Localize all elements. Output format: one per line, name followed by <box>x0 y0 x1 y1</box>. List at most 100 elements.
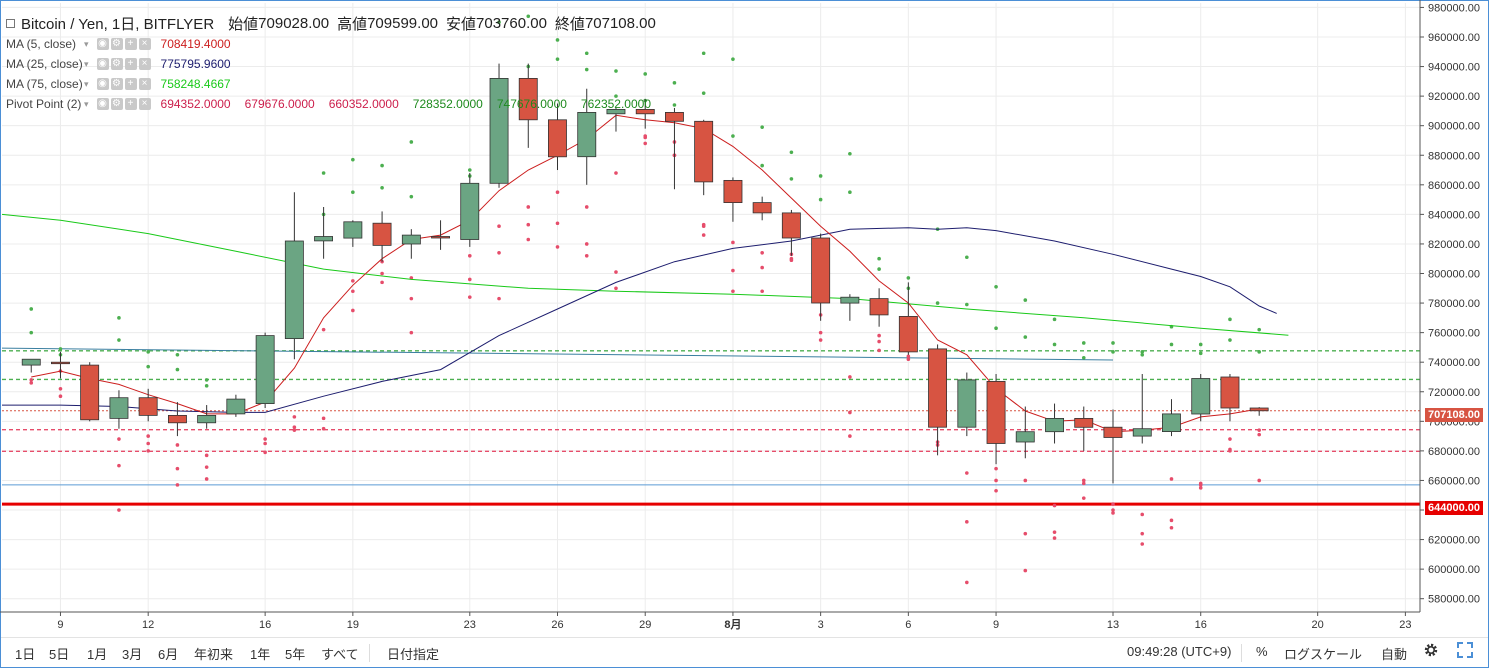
time-tick-label: 6 <box>905 619 911 631</box>
indicator-row[interactable]: MA (75, close) ▾ ◉ ⚙ + × 758248.4667 <box>6 74 665 94</box>
pivot-dot <box>1052 317 1057 322</box>
symbol-title[interactable]: Bitcoin / Yen, 1日, BITFLYER <box>21 15 215 33</box>
pivot-dot <box>497 224 501 229</box>
indicator-row[interactable]: MA (5, close) ▾ ◉ ⚙ + × 708419.4000 <box>6 34 665 54</box>
candle-up <box>1015 431 1035 443</box>
last-price-label: 707108.00 <box>1425 408 1483 422</box>
pivot-dot <box>351 289 355 294</box>
pivot-dot <box>789 177 794 181</box>
plus-icon[interactable]: + <box>124 78 137 90</box>
candle-down <box>694 120 714 183</box>
indicator-name[interactable]: MA (5, close) <box>6 37 77 51</box>
close-icon[interactable]: × <box>138 38 151 50</box>
range-all-button[interactable]: すべて <box>321 647 359 662</box>
range-1y-button[interactable]: 1年 <box>250 647 271 662</box>
close-icon[interactable]: × <box>138 58 151 70</box>
pivot-dot <box>1169 477 1174 481</box>
pivot-dot <box>117 463 121 468</box>
price-tick-label: 940000.00 <box>1428 62 1480 74</box>
dropdown-arrow-icon[interactable]: ▾ <box>84 38 89 49</box>
range-1m-button[interactable]: 1月 <box>87 647 108 662</box>
candle-down <box>665 112 684 122</box>
pivot-dot <box>1111 508 1115 512</box>
dropdown-arrow-icon[interactable]: ▾ <box>84 58 89 69</box>
range-1d-button[interactable]: 1日 <box>15 647 36 662</box>
price-tick-label: 660000.00 <box>1428 475 1480 487</box>
price-tick-label: 720000.00 <box>1428 387 1480 399</box>
range-6m-button[interactable]: 6月 <box>158 647 179 662</box>
symbol-header: Bitcoin / Yen, 1日, BITFLYER 始値 709028.00 … <box>6 12 665 34</box>
pivot-dot <box>1081 478 1086 483</box>
date-range-button[interactable]: 日付指定 <box>387 647 440 662</box>
candle-down <box>898 315 918 353</box>
collapse-icon[interactable] <box>6 18 15 28</box>
price-tick-label: 680000.00 <box>1428 446 1480 458</box>
close-icon[interactable]: × <box>138 98 151 110</box>
indicator-name[interactable]: MA (75, close) <box>6 77 83 91</box>
pivot-dot <box>731 240 735 245</box>
indicator-name[interactable]: MA (25, close) <box>6 57 83 71</box>
pivot-dot <box>58 386 63 391</box>
eye-icon[interactable]: ◉ <box>96 78 109 90</box>
range-3m-button[interactable]: 3月 <box>122 647 143 662</box>
gear-icon[interactable]: ⚙ <box>110 98 123 110</box>
eye-icon[interactable]: ◉ <box>96 98 109 110</box>
dropdown-arrow-icon[interactable]: ▾ <box>84 98 89 109</box>
range-5y-button[interactable]: 5年 <box>285 647 306 662</box>
gear-icon[interactable]: ⚙ <box>110 38 123 50</box>
time-tick-label: 26 <box>551 619 563 631</box>
plus-icon[interactable]: + <box>124 38 137 50</box>
pivot-dot <box>555 38 560 42</box>
plus-icon[interactable]: + <box>124 58 137 70</box>
dropdown-arrow-icon[interactable]: ▾ <box>84 78 89 89</box>
gear-icon[interactable] <box>1423 642 1439 661</box>
log-scale-button[interactable]: ログスケール <box>1284 647 1363 662</box>
indicator-controls: ◉ ⚙ + × <box>96 98 151 110</box>
pivot-dot <box>994 326 998 330</box>
candle-up <box>577 112 597 158</box>
range-ytd-button[interactable]: 年初来 <box>194 647 234 662</box>
indicator-name[interactable]: Pivot Point (2) <box>6 97 82 111</box>
pivot-dot <box>409 330 414 335</box>
pivot-dot <box>1228 437 1232 441</box>
fullscreen-icon[interactable] <box>1457 642 1473 661</box>
pivot-dot <box>965 255 969 260</box>
eye-icon[interactable]: ◉ <box>96 58 109 70</box>
time-tick-label: 12 <box>142 619 154 631</box>
plus-icon[interactable]: + <box>124 98 137 110</box>
pivot-dot <box>29 307 34 311</box>
pivot-dot <box>848 375 852 379</box>
time-tick-label: 20 <box>1312 619 1324 631</box>
price-axis: 580000.00600000.00620000.00640000.006600… <box>1419 0 1480 612</box>
clock-readout[interactable]: 09:49:28 (UTC+9) <box>1127 644 1232 659</box>
range-5d-button[interactable]: 5日 <box>49 647 70 662</box>
pivot-dot <box>1052 503 1057 508</box>
pivot-dot <box>818 338 823 342</box>
percent-button[interactable]: % <box>1256 644 1268 659</box>
pivot-dot <box>584 205 589 209</box>
time-tick-label: 13 <box>1107 619 1119 631</box>
pivot-dot <box>1228 317 1232 322</box>
open-label: 始値 <box>228 15 259 33</box>
gear-icon[interactable]: ⚙ <box>110 78 123 90</box>
pivot-dot <box>146 434 150 438</box>
indicator-value: 758248.4667 <box>160 77 231 91</box>
candle-down <box>1074 417 1094 428</box>
auto-scale-button[interactable]: 自動 <box>1381 647 1408 662</box>
candle-up <box>957 379 977 428</box>
candle-up <box>1045 417 1065 433</box>
pivot-dot <box>614 171 618 175</box>
indicator-row[interactable]: Pivot Point (2) ▾ ◉ ⚙ + × 694352.0000 679676.00… <box>6 94 665 114</box>
pivot-dot <box>58 394 63 398</box>
close-icon[interactable]: × <box>138 78 151 90</box>
eye-icon[interactable]: ◉ <box>96 38 109 50</box>
indicator-value: 694352.0000 <box>160 97 231 111</box>
indicator-row[interactable]: MA (25, close) ▾ ◉ ⚙ + × 775795.9600 <box>6 54 665 74</box>
gear-icon[interactable]: ⚙ <box>110 58 123 70</box>
candle-down <box>723 179 743 203</box>
indicator-value: 660352.0000 <box>328 97 399 111</box>
pivot-dot <box>614 94 618 98</box>
candles <box>21 63 1269 484</box>
pivot-dot <box>204 384 209 388</box>
